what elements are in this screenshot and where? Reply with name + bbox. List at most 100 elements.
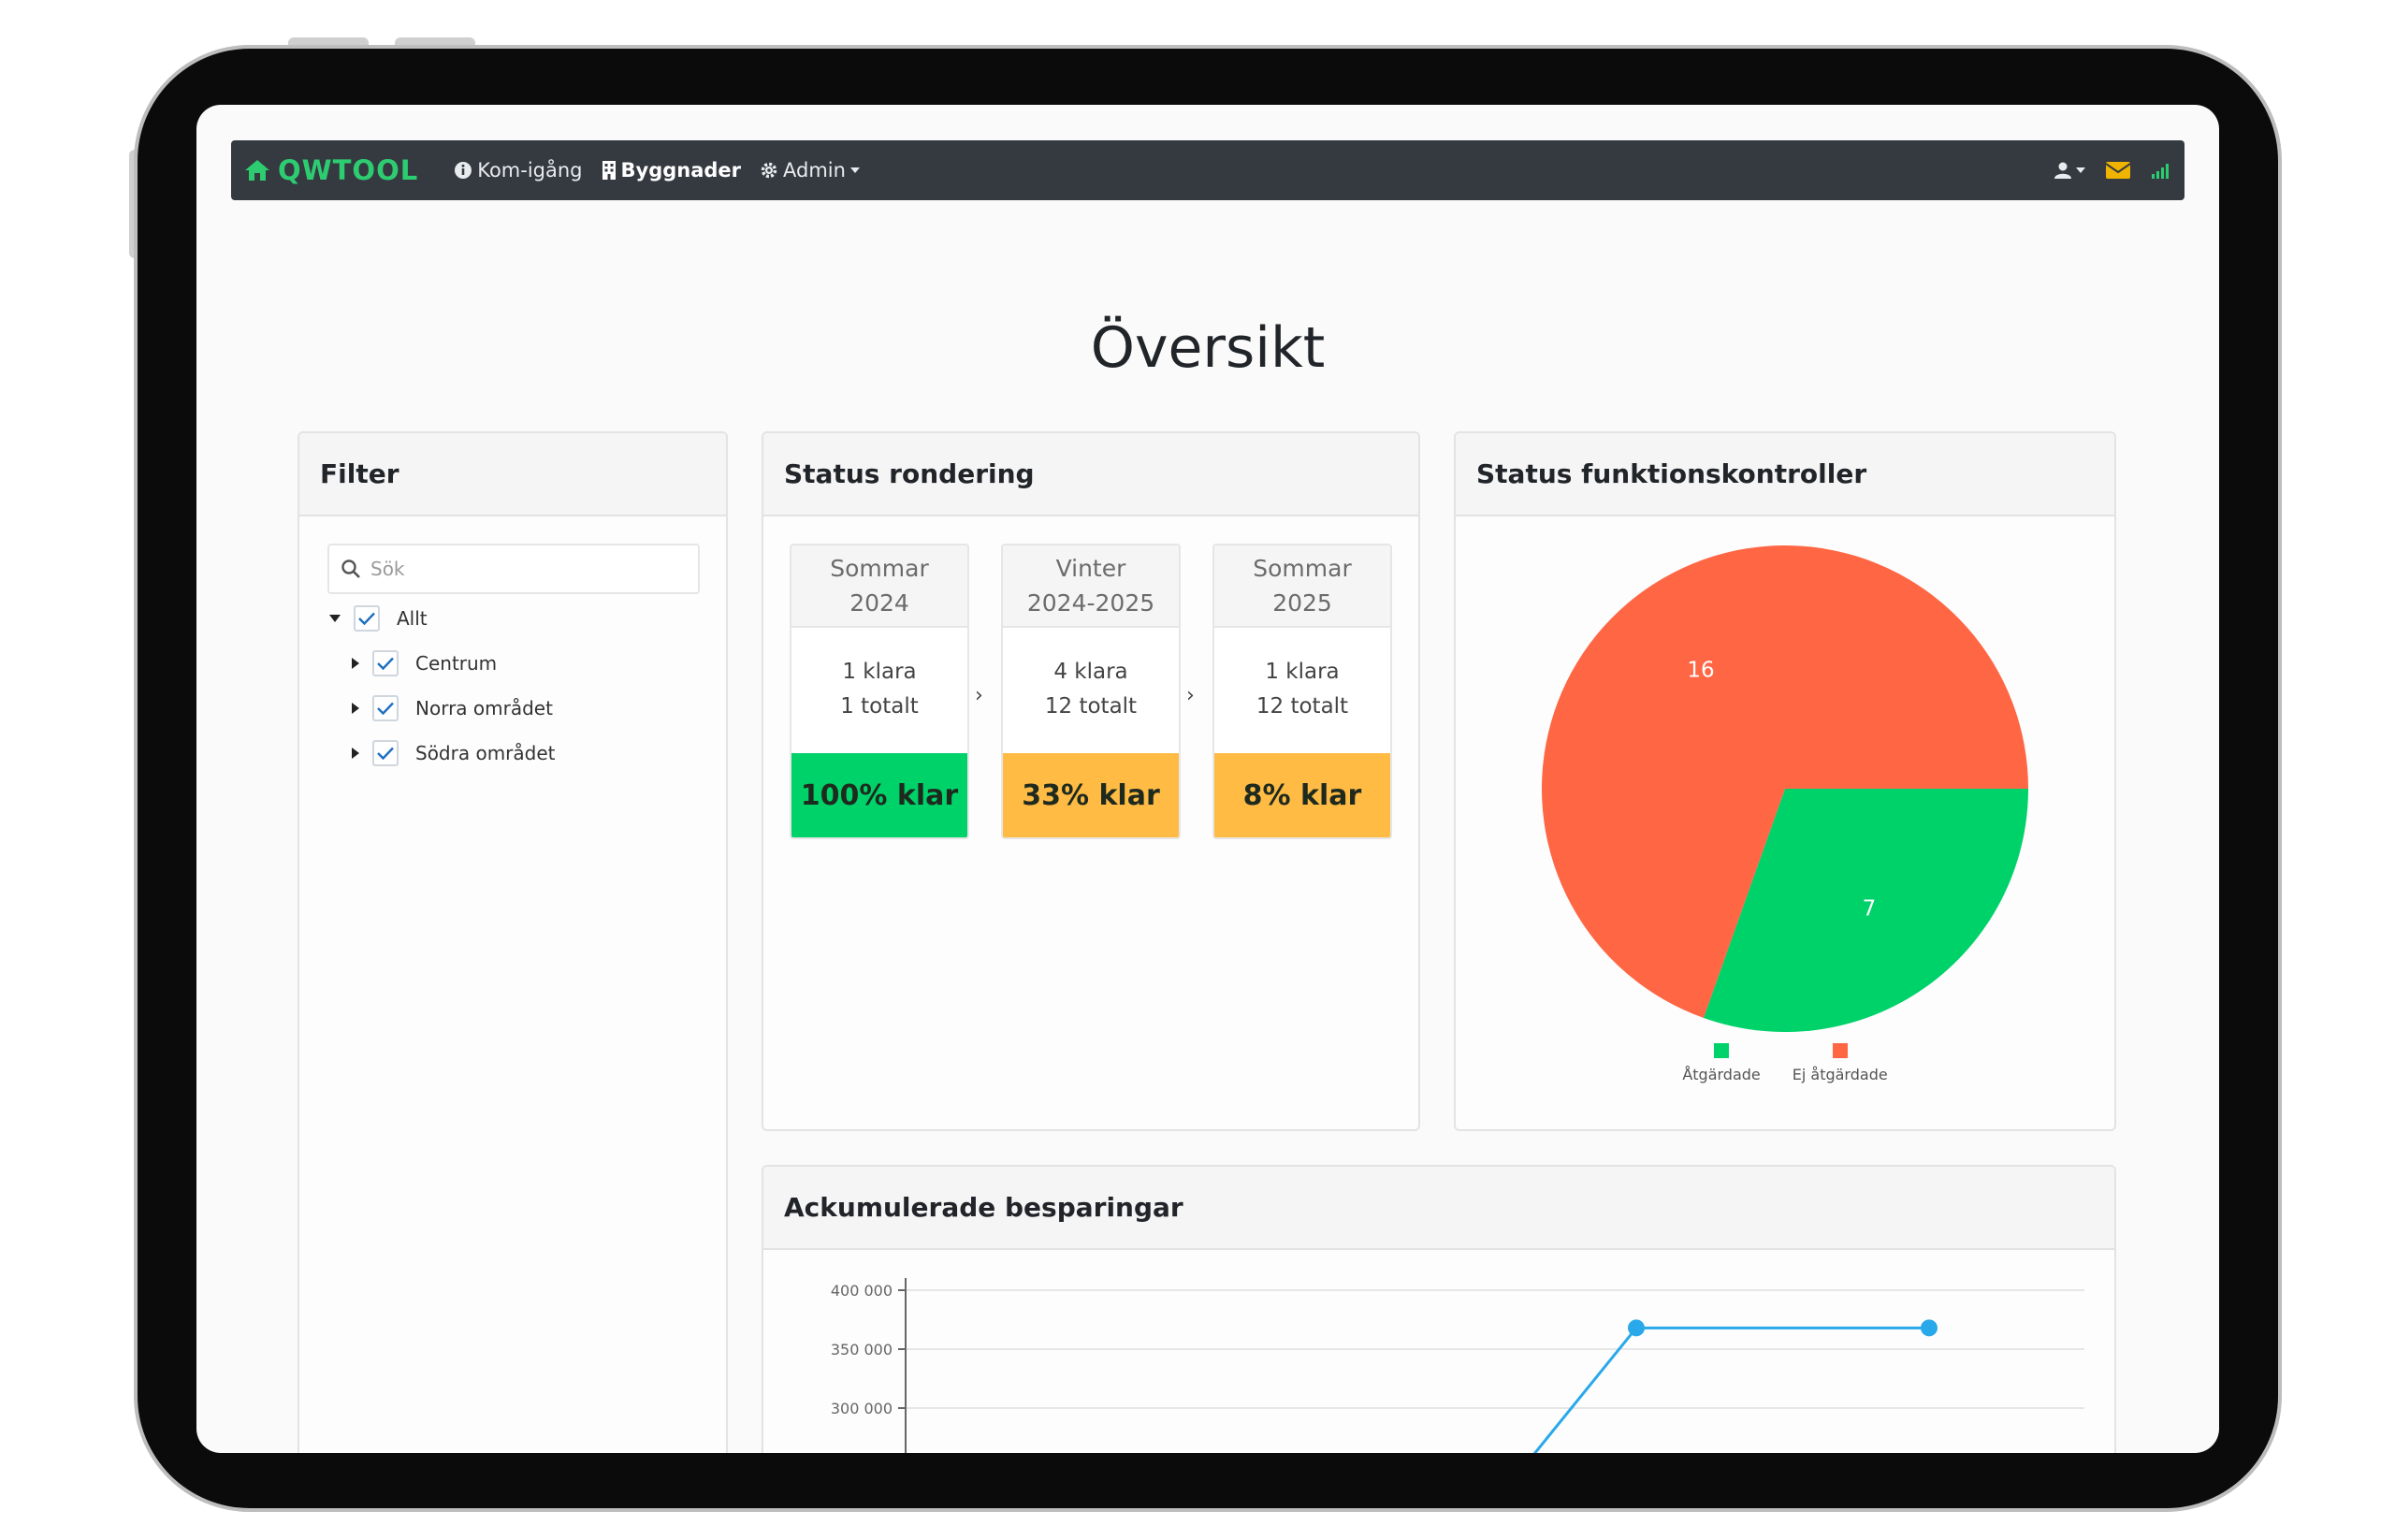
filter-card-title: Filter <box>299 433 726 516</box>
period-card[interactable]: Vinter 2024-2025 4 klara 12 totalt 33% k… <box>1001 544 1181 839</box>
period-year: 2024 <box>849 589 909 617</box>
tree-label-norra: Norra området <box>415 697 553 719</box>
period-status: 33% klar <box>1003 753 1179 837</box>
device-top-button-2 <box>395 37 475 51</box>
period-totalt: 12 totalt <box>1256 694 1349 719</box>
pie-slice[interactable] <box>1542 545 2028 1018</box>
y-tick-label: 300 000 <box>831 1400 893 1417</box>
y-tick-label: 400 000 <box>831 1282 893 1300</box>
tablet-screen: QWTOOL Kom-igång Byggnader Admin Översik… <box>196 105 2219 1453</box>
tree-item-root[interactable]: Allt <box>329 605 428 632</box>
nav-byggnader[interactable]: Byggnader <box>602 159 742 182</box>
gear-icon <box>761 162 777 179</box>
tree-item-sodra[interactable]: Södra området <box>352 740 556 766</box>
brand-name: QWTOOL <box>278 154 419 186</box>
period-counts: 1 klara 12 totalt <box>1214 628 1390 751</box>
legend-label: Åtgärdade <box>1682 1066 1761 1083</box>
tree-label-root: Allt <box>397 607 428 630</box>
chevron-down-icon <box>2076 167 2085 173</box>
search-placeholder: Sök <box>370 558 405 580</box>
period-klara: 1 klara <box>842 660 917 684</box>
nav-right-icons <box>2054 140 2171 200</box>
chevron-right-icon: › <box>975 684 983 707</box>
period-season: Vinter <box>1055 555 1126 582</box>
home-icon <box>245 160 269 181</box>
period-card[interactable]: Sommar 2025 1 klara 12 totalt 8% klar <box>1212 544 1392 839</box>
y-tick-label: 350 000 <box>831 1341 893 1358</box>
status-funktion-card: Status funktionskontroller 7 16 Åtgärdade… <box>1454 431 2116 1131</box>
checkbox-sodra[interactable] <box>372 740 399 766</box>
checkbox-norra[interactable] <box>372 695 399 721</box>
period-year: 2025 <box>1272 589 1332 617</box>
check-icon <box>377 702 394 715</box>
besparingar-card: Ackumulerade besparingar 300 000 350 000 4… <box>762 1165 2116 1453</box>
nav-kom-igang-label: Kom-igång <box>477 159 583 182</box>
search-icon <box>341 559 360 578</box>
pie-slice-label: 16 <box>1687 659 1714 683</box>
legend-item-atgardade[interactable]: Åtgärdade <box>1682 1043 1761 1083</box>
period-header: Sommar 2024 <box>791 545 967 628</box>
caret-right-icon[interactable] <box>352 658 359 669</box>
legend-swatch <box>1832 1043 1848 1058</box>
period-year: 2024-2025 <box>1026 589 1155 617</box>
legend-label: Ej åtgärdade <box>1792 1066 1888 1083</box>
envelope-icon[interactable] <box>2106 161 2130 180</box>
line-chart: 300 000 350 000 400 000 <box>831 1278 2084 1453</box>
data-point[interactable] <box>1628 1319 1645 1337</box>
data-point[interactable] <box>1921 1319 1938 1337</box>
period-counts: 1 klara 1 totalt <box>791 628 967 751</box>
building-icon <box>602 161 616 180</box>
legend-item-ej-atgardade[interactable]: Ej åtgärdade <box>1793 1043 1888 1083</box>
search-input[interactable]: Sök <box>327 544 700 594</box>
period-totalt: 1 totalt <box>840 694 919 719</box>
checkbox-root[interactable] <box>354 605 380 632</box>
period-season: Sommar <box>1253 555 1352 582</box>
caret-right-icon[interactable] <box>352 748 359 759</box>
pie-legend: Åtgärdade Ej åtgärdade <box>1456 1043 2114 1083</box>
series-line <box>1532 1326 1929 1453</box>
legend-swatch <box>1714 1043 1730 1058</box>
nav-kom-igang[interactable]: Kom-igång <box>454 159 583 182</box>
user-icon <box>2054 162 2071 179</box>
period-klara: 4 klara <box>1053 660 1128 684</box>
device-top-button-1 <box>288 37 369 51</box>
user-menu[interactable] <box>2054 161 2085 180</box>
rondering-card-title: Status rondering <box>763 433 1418 516</box>
period-header: Sommar 2025 <box>1214 545 1390 628</box>
brand-link[interactable]: QWTOOL <box>244 154 418 186</box>
period-season: Sommar <box>830 555 929 582</box>
check-icon <box>358 612 375 625</box>
signal-icon <box>2152 164 2169 179</box>
pie-chart: 7 16 <box>1542 545 2028 1032</box>
besparingar-card-title: Ackumulerade besparingar <box>763 1167 2114 1250</box>
period-card[interactable]: Sommar 2024 1 klara 1 totalt 100% klar <box>790 544 969 839</box>
tree-item-centrum[interactable]: Centrum <box>352 650 497 676</box>
nav-admin[interactable]: Admin <box>760 159 860 182</box>
page-title: Översikt <box>1090 315 1326 381</box>
filter-card: Filter Sök Allt Centrum Norra området <box>298 431 728 1453</box>
caret-right-icon[interactable] <box>352 703 359 714</box>
period-header: Vinter 2024-2025 <box>1003 545 1179 628</box>
tree-label-sodra: Södra området <box>415 742 556 764</box>
caret-down-icon[interactable] <box>329 615 341 622</box>
status-rondering-card: Status rondering Sommar 2024 1 klara 1 t… <box>762 431 1420 1131</box>
checkbox-centrum[interactable] <box>372 650 399 676</box>
info-icon <box>455 162 472 179</box>
period-status: 100% klar <box>791 753 967 837</box>
top-navbar: QWTOOL Kom-igång Byggnader Admin <box>231 140 2185 200</box>
period-counts: 4 klara 12 totalt <box>1003 628 1179 751</box>
tree-item-norra[interactable]: Norra området <box>352 695 553 721</box>
period-totalt: 12 totalt <box>1044 694 1138 719</box>
pie-slice-label: 7 <box>1863 896 1877 921</box>
period-klara: 1 klara <box>1265 660 1340 684</box>
tree-label-centrum: Centrum <box>415 652 498 675</box>
chevron-down-icon <box>849 167 860 173</box>
pie-slice[interactable] <box>1703 789 2028 1032</box>
funktion-card-title: Status funktionskontroller <box>1456 433 2114 516</box>
check-icon <box>377 747 394 760</box>
check-icon <box>377 657 394 670</box>
nav-admin-label: Admin <box>783 159 846 182</box>
period-status: 8% klar <box>1214 753 1390 837</box>
chevron-right-icon: › <box>1186 684 1195 707</box>
nav-byggnader-label: Byggnader <box>620 159 742 182</box>
